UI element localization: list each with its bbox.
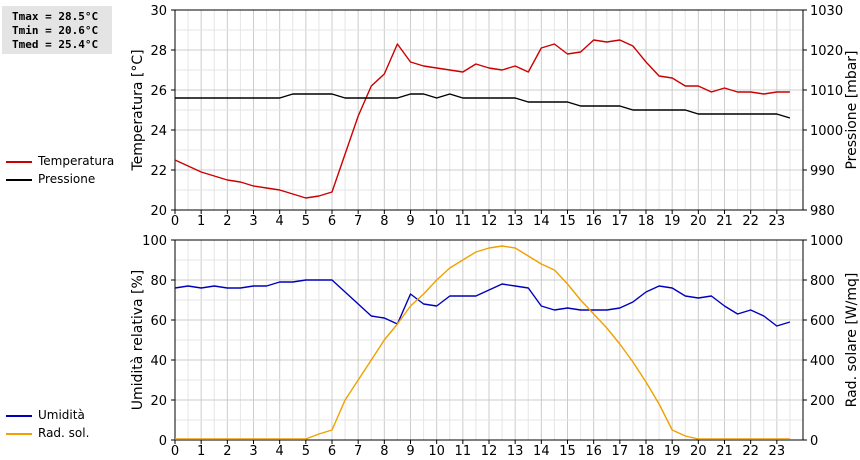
y-tick-label-right: 600 [810,314,835,329]
x-tick-label: 22 [742,214,759,229]
y-tick-label-right: 400 [810,354,835,369]
tmin-text: Tmin = 20.6°C [12,24,99,37]
y-tick-label-right: 1020 [810,44,843,59]
y-tick-label-left: 30 [150,4,167,19]
y-tick-label-right: 200 [810,394,835,409]
y-axis-title-left: Umidità relativa [%] [130,270,146,411]
x-tick-label: 16 [585,214,602,229]
y-tick-label-left: 80 [150,274,167,289]
tmax-text: Tmax = 28.5°C [12,10,99,23]
x-tick-label: 11 [455,444,472,459]
legend-swatch-radsol [6,433,32,435]
x-tick-label: 4 [276,444,284,459]
legend-swatch-temperatura [6,161,32,163]
legend-label-radsol: Rad. sol. [38,426,90,440]
legend-label-pressione: Pressione [38,172,96,186]
y-axis-title-left: Temperatura [°C] [130,49,146,171]
x-tick-label: 13 [507,444,524,459]
y-tick-label-left: 22 [150,164,167,179]
x-tick-label: 17 [612,444,629,459]
x-tick-label: 21 [716,444,733,459]
series-line-pressione [175,93,791,119]
y-tick-label-right: 990 [810,164,835,179]
legend-swatch-pressione [6,179,32,181]
x-tick-label: 8 [380,444,388,459]
x-tick-label: 2 [223,444,231,459]
x-tick-label: 13 [507,214,524,229]
x-tick-label: 17 [612,214,629,229]
y-tick-label-left: 28 [150,44,167,59]
x-tick-label: 0 [171,214,179,229]
legend-item-radsol: Rad. sol. [6,425,126,443]
y-tick-label-left: 0 [159,434,167,449]
x-tick-label: 18 [638,444,655,459]
x-tick-label: 14 [533,214,550,229]
series-line-rad-sol- [175,245,790,440]
y-axis-title-right: Rad. solare [W/mq] [844,273,860,408]
x-tick-label: 5 [302,444,310,459]
x-tick-label: 16 [585,444,602,459]
x-tick-label: 3 [249,214,257,229]
x-tick-label: 10 [428,214,445,229]
series-line-temperatura [174,39,790,199]
y-tick-label-right: 1010 [810,84,843,99]
x-tick-label: 12 [481,444,498,459]
x-tick-label: 0 [171,444,179,459]
x-tick-label: 3 [249,444,257,459]
x-tick-label: 5 [302,214,310,229]
x-tick-label: 6 [328,214,336,229]
y-tick-label-left: 26 [150,84,167,99]
x-tick-label: 1 [197,444,205,459]
x-tick-label: 8 [380,214,388,229]
x-tick-label: 14 [533,444,550,459]
x-tick-label: 22 [742,444,759,459]
x-tick-label: 19 [664,444,681,459]
y-tick-label-left: 20 [150,394,167,409]
y-tick-label-right: 1000 [810,234,843,249]
x-tick-label: 18 [638,214,655,229]
x-tick-label: 4 [276,214,284,229]
y-axis-title-right: Pressione [mbar] [844,50,860,169]
legend-item-umidita: Umidità [6,407,126,425]
y-tick-label-left: 24 [150,124,167,139]
y-tick-label-right: 800 [810,274,835,289]
x-tick-label: 20 [690,444,707,459]
y-tick-label-right: 1000 [810,124,843,139]
y-tick-label-right: 0 [810,434,818,449]
legend-label-umidita: Umidità [38,408,85,422]
legend-label-temperatura: Temperatura [38,154,115,168]
tmed-text: Tmed = 25.4°C [12,38,99,51]
x-tick-label: 19 [664,214,681,229]
x-tick-label: 15 [559,214,576,229]
x-tick-label: 10 [428,444,445,459]
y-tick-label-left: 60 [150,314,167,329]
y-tick-label-right: 980 [810,204,835,219]
x-tick-label: 23 [769,214,786,229]
x-tick-label: 20 [690,214,707,229]
y-tick-label-left: 40 [150,354,167,369]
x-tick-label: 9 [406,214,414,229]
stats-box: Tmax = 28.5°C Tmin = 20.6°C Tmed = 25.4°… [2,6,112,54]
legend-swatch-umidita [6,415,32,417]
x-tick-label: 7 [354,444,362,459]
y-tick-label-right: 1030 [810,4,843,19]
x-tick-label: 2 [223,214,231,229]
x-tick-label: 6 [328,444,336,459]
x-tick-label: 9 [406,444,414,459]
x-tick-label: 7 [354,214,362,229]
x-tick-label: 11 [455,214,472,229]
x-tick-label: 1 [197,214,205,229]
x-tick-label: 21 [716,214,733,229]
x-tick-label: 12 [481,214,498,229]
series-line-umidit- [174,279,791,327]
x-tick-label: 23 [769,444,786,459]
y-tick-label-left: 100 [142,234,167,249]
x-tick-label: 15 [559,444,576,459]
y-tick-label-left: 20 [150,204,167,219]
